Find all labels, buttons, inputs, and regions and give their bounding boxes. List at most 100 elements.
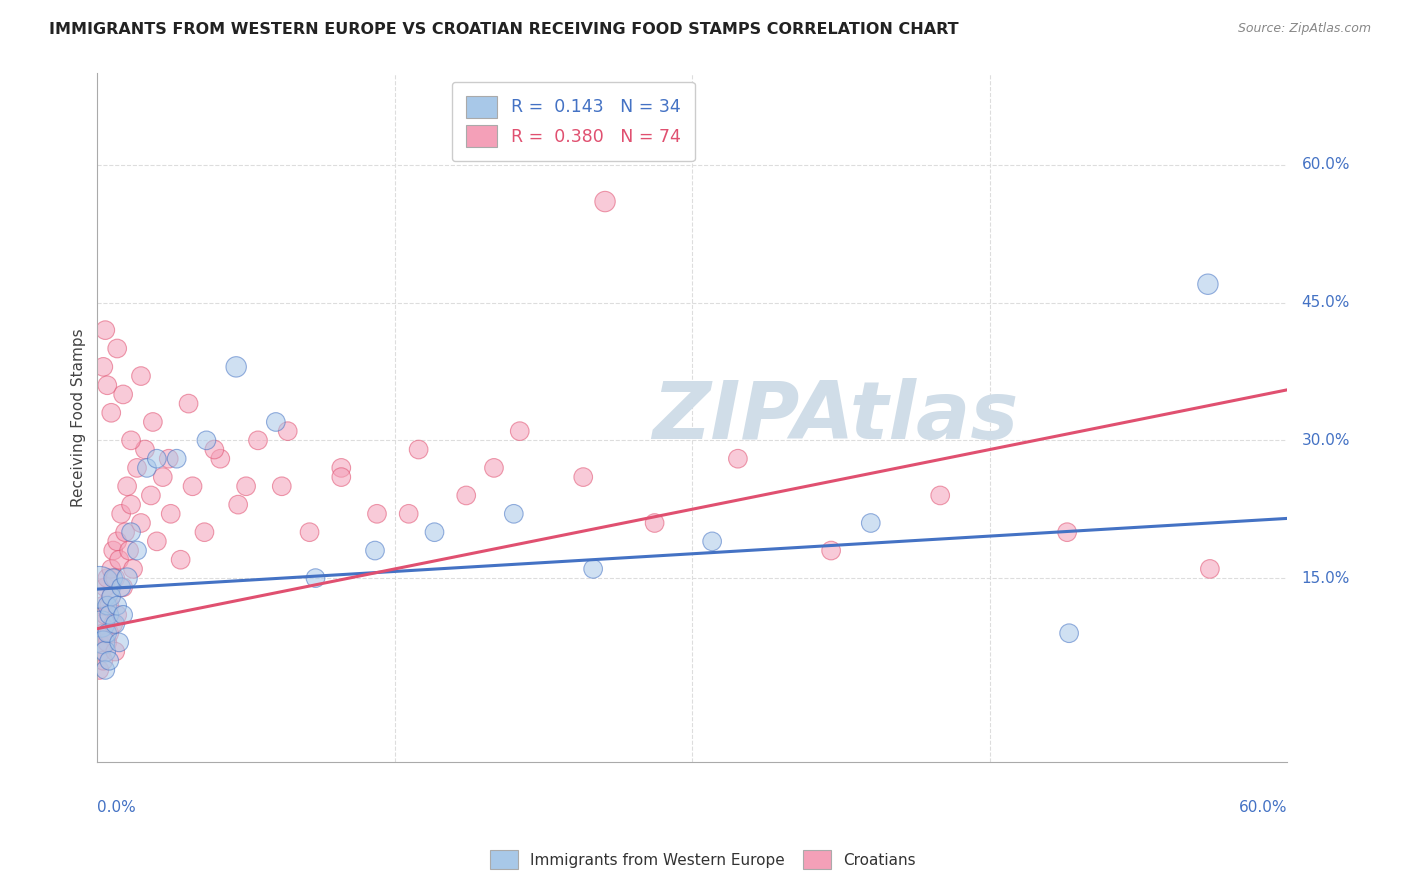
Legend: R =  0.143   N = 34, R =  0.380   N = 74: R = 0.143 N = 34, R = 0.380 N = 74 [451,82,695,161]
Point [105,607,128,622]
Point [330,461,353,475]
Point [195,434,218,448]
Point [1057,626,1080,640]
Point [146,451,169,466]
Point [90,644,112,658]
Text: IMMIGRANTS FROM WESTERN EUROPE VS CROATIAN RECEIVING FOOD STAMPS CORRELATION CHA: IMMIGRANTS FROM WESTERN EUROPE VS CROATI… [49,22,959,37]
Point [122,562,145,576]
Point [264,415,287,429]
Point [129,516,152,530]
Point [96,626,118,640]
Text: 60.0%: 60.0% [1302,157,1350,172]
Point [120,434,142,448]
Text: Source: ZipAtlas.com: Source: ZipAtlas.com [1237,22,1371,36]
Point [644,516,666,530]
Point [104,571,127,585]
Point [94,607,117,622]
Point [157,451,180,466]
Point [502,507,524,521]
Point [582,562,605,576]
Point [112,580,135,594]
Point [105,534,128,549]
Point [423,525,446,540]
Point [859,516,882,530]
Point [112,387,135,401]
Point [100,590,122,604]
Point [225,359,247,374]
Point [366,507,388,521]
Point [330,470,353,484]
Point [193,525,215,540]
Point [91,654,114,668]
Point [108,635,131,649]
Point [115,479,138,493]
Point [277,424,299,438]
Point [146,534,169,549]
Point [152,470,174,484]
Point [91,599,114,613]
Point [108,553,131,567]
Point [700,534,723,549]
Point [820,543,842,558]
Point [235,479,257,493]
Point [103,543,125,558]
Point [96,378,118,392]
Point [456,488,478,502]
Point [90,617,112,632]
Point [94,323,117,337]
Point [482,461,505,475]
Point [202,442,225,457]
Point [246,434,269,448]
Point [304,571,326,585]
Point [181,479,204,493]
Point [727,451,749,466]
Text: ZIPAtlas: ZIPAtlas [652,378,1018,457]
Point [593,194,616,209]
Point [134,442,156,457]
Point [100,562,122,576]
Point [89,580,111,594]
Point [129,369,152,384]
Y-axis label: Receiving Food Stamps: Receiving Food Stamps [72,328,86,507]
Text: 45.0%: 45.0% [1302,295,1350,310]
Point [125,543,148,558]
Point [94,644,117,658]
Point [112,607,135,622]
Text: 30.0%: 30.0% [1302,433,1350,448]
Point [177,396,200,410]
Point [91,635,114,649]
Point [139,488,162,502]
Point [104,617,127,632]
Point [1199,562,1222,576]
Point [96,635,118,649]
Point [120,498,142,512]
Point [298,525,321,540]
Point [1056,525,1078,540]
Point [1197,277,1219,292]
Point [90,617,112,632]
Point [166,451,188,466]
Point [91,626,114,640]
Point [89,635,111,649]
Point [98,599,121,613]
Text: 0.0%: 0.0% [97,799,136,814]
Point [120,525,142,540]
Point [169,553,191,567]
Point [572,470,595,484]
Point [96,571,118,585]
Legend: Immigrants from Western Europe, Croatians: Immigrants from Western Europe, Croatian… [484,844,922,875]
Point [929,488,952,502]
Point [89,663,111,677]
Text: 60.0%: 60.0% [1239,799,1288,814]
Point [270,479,292,493]
Point [98,654,121,668]
Point [209,451,232,466]
Point [114,525,136,540]
Point [398,507,420,521]
Point [103,617,125,632]
Text: 15.0%: 15.0% [1302,571,1350,586]
Point [100,590,122,604]
Point [509,424,531,438]
Point [118,543,141,558]
Point [100,406,122,420]
